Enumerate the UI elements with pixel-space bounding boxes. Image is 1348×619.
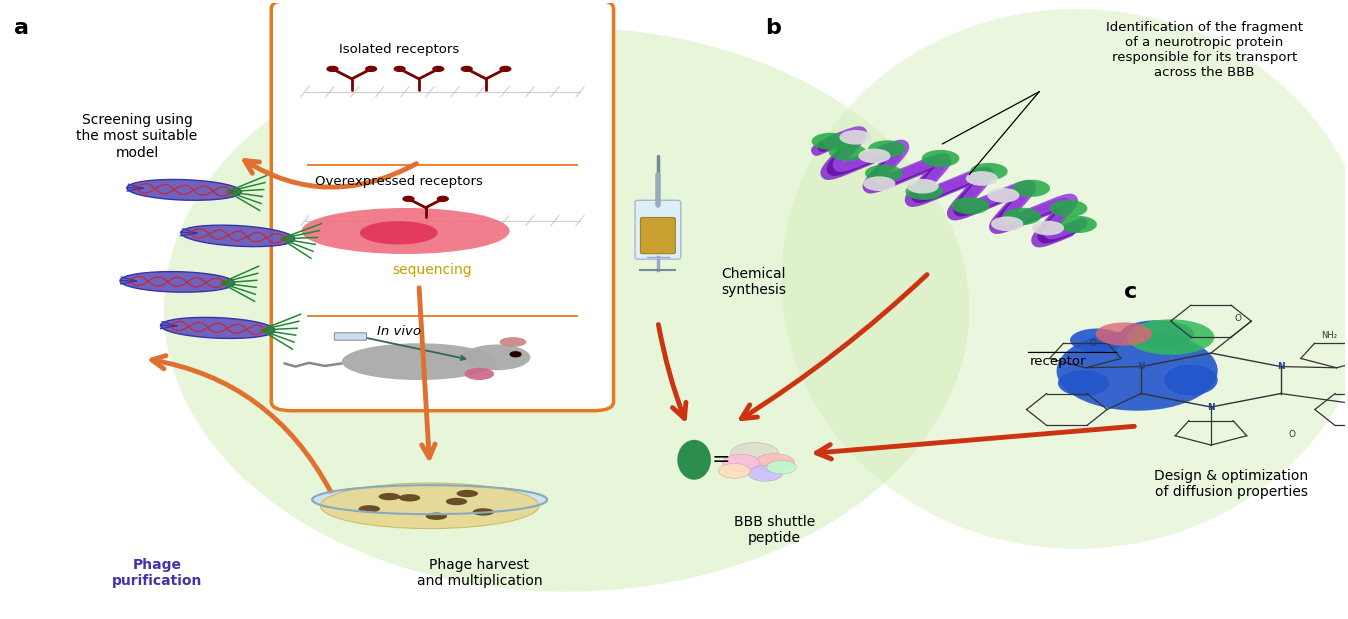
Circle shape [865, 165, 903, 182]
Circle shape [328, 66, 338, 71]
Ellipse shape [302, 208, 510, 254]
Text: O: O [1235, 314, 1242, 323]
Ellipse shape [360, 221, 438, 245]
Text: sequencing: sequencing [392, 262, 472, 277]
Circle shape [811, 132, 849, 150]
Ellipse shape [1120, 320, 1194, 348]
Text: Chemical
synthesis: Chemical synthesis [721, 267, 786, 297]
Circle shape [461, 66, 472, 71]
Text: N: N [1277, 362, 1285, 371]
Ellipse shape [446, 498, 468, 505]
Ellipse shape [313, 485, 547, 514]
Circle shape [394, 66, 404, 71]
Ellipse shape [782, 9, 1348, 548]
Ellipse shape [473, 508, 495, 516]
Circle shape [1060, 216, 1097, 233]
Text: Design & optimization
of diffusion properties: Design & optimization of diffusion prope… [1154, 469, 1308, 499]
Circle shape [922, 150, 960, 167]
Text: Phage
purification: Phage purification [112, 558, 202, 588]
Ellipse shape [1057, 331, 1217, 411]
Circle shape [511, 352, 520, 357]
Circle shape [868, 141, 906, 157]
Circle shape [987, 188, 1019, 202]
Circle shape [971, 163, 1008, 180]
Text: =: = [712, 450, 731, 470]
Circle shape [863, 176, 895, 191]
Circle shape [1003, 208, 1041, 225]
Ellipse shape [1127, 319, 1215, 355]
Text: O: O [1289, 430, 1295, 438]
Ellipse shape [399, 494, 421, 501]
Circle shape [755, 454, 795, 472]
Ellipse shape [1163, 365, 1217, 396]
Ellipse shape [464, 344, 530, 370]
Circle shape [840, 130, 872, 145]
Text: Phage harvest
and multiplication: Phage harvest and multiplication [417, 558, 542, 588]
Ellipse shape [500, 337, 526, 347]
Circle shape [500, 66, 511, 71]
Circle shape [829, 144, 867, 161]
Text: O: O [1089, 339, 1096, 348]
Circle shape [723, 454, 760, 472]
Ellipse shape [181, 225, 295, 246]
Circle shape [731, 443, 779, 465]
Ellipse shape [1096, 322, 1153, 345]
Ellipse shape [426, 513, 448, 520]
Ellipse shape [160, 318, 275, 339]
Circle shape [1012, 180, 1050, 197]
Circle shape [767, 461, 797, 474]
Circle shape [365, 66, 376, 71]
Text: In vivo: In vivo [377, 325, 421, 338]
Ellipse shape [342, 344, 496, 380]
FancyBboxPatch shape [635, 201, 681, 259]
Ellipse shape [164, 27, 969, 592]
Text: Identification of the fragment
of a neurotropic protein
responsible for its tran: Identification of the fragment of a neur… [1105, 21, 1302, 79]
Circle shape [859, 149, 891, 163]
Ellipse shape [1070, 329, 1124, 352]
Text: Screening using
the most suitable
model: Screening using the most suitable model [77, 113, 198, 160]
Circle shape [1050, 200, 1088, 217]
FancyBboxPatch shape [334, 333, 367, 340]
Ellipse shape [677, 440, 710, 480]
Ellipse shape [359, 505, 380, 513]
Text: c: c [1124, 282, 1136, 302]
Text: NH₂: NH₂ [1321, 331, 1337, 340]
Text: N: N [1138, 362, 1144, 371]
Circle shape [748, 465, 783, 481]
Circle shape [952, 197, 989, 214]
Text: a: a [13, 18, 28, 38]
Circle shape [991, 217, 1023, 231]
Ellipse shape [127, 180, 241, 201]
Ellipse shape [120, 272, 235, 292]
Text: Isolated receptors: Isolated receptors [338, 43, 458, 56]
Text: Overexpressed receptors: Overexpressed receptors [315, 175, 483, 188]
Circle shape [403, 196, 414, 201]
Ellipse shape [321, 483, 539, 529]
Ellipse shape [1058, 370, 1109, 396]
Text: N: N [1208, 402, 1215, 412]
FancyBboxPatch shape [271, 0, 613, 411]
Circle shape [433, 66, 443, 71]
Circle shape [438, 196, 448, 201]
Circle shape [718, 464, 751, 478]
Circle shape [906, 179, 938, 194]
Text: receptor: receptor [1030, 355, 1086, 368]
Circle shape [965, 171, 998, 186]
FancyBboxPatch shape [640, 217, 675, 254]
Circle shape [1031, 221, 1064, 235]
Ellipse shape [465, 368, 495, 380]
Circle shape [906, 183, 944, 200]
Ellipse shape [379, 493, 400, 500]
Text: BBB shuttle
peptide: BBB shuttle peptide [735, 515, 816, 545]
Text: b: b [766, 18, 780, 38]
Ellipse shape [457, 490, 479, 497]
